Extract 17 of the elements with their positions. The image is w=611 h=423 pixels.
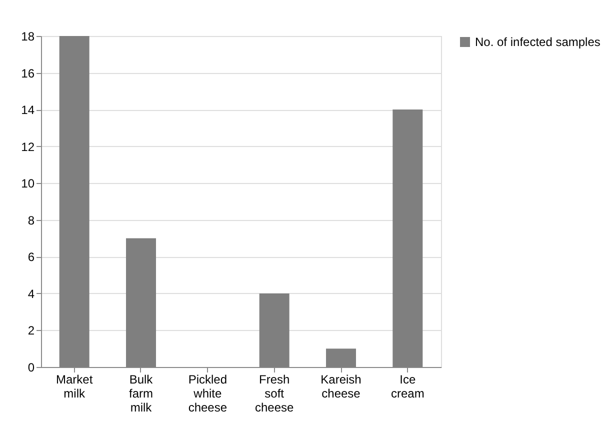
x-tick-label: Market milk xyxy=(56,372,94,400)
x-tick-label: Pickled white cheese xyxy=(188,372,228,414)
x-tick-label: Fresh soft cheese xyxy=(254,372,294,414)
y-tick-label: 6 xyxy=(28,250,35,264)
y-tick-label: 2 xyxy=(28,324,35,338)
x-tick-label: Bulk farm milk xyxy=(129,372,154,414)
y-tick-label: 16 xyxy=(21,66,35,80)
y-tick-label: 18 xyxy=(21,30,35,44)
y-tick-label: 0 xyxy=(28,360,35,374)
y-tick-label: 10 xyxy=(21,176,35,191)
y-tick-label: 4 xyxy=(28,286,35,301)
x-tick-label: Kareish cheese xyxy=(320,372,362,400)
y-tick-label: 14 xyxy=(21,103,35,118)
y-tick-label: 8 xyxy=(28,213,35,228)
y-tick-label: 12 xyxy=(21,140,35,154)
legend-label: No. of infected samples xyxy=(475,35,600,49)
x-tick-label: Ice cream xyxy=(390,372,424,400)
